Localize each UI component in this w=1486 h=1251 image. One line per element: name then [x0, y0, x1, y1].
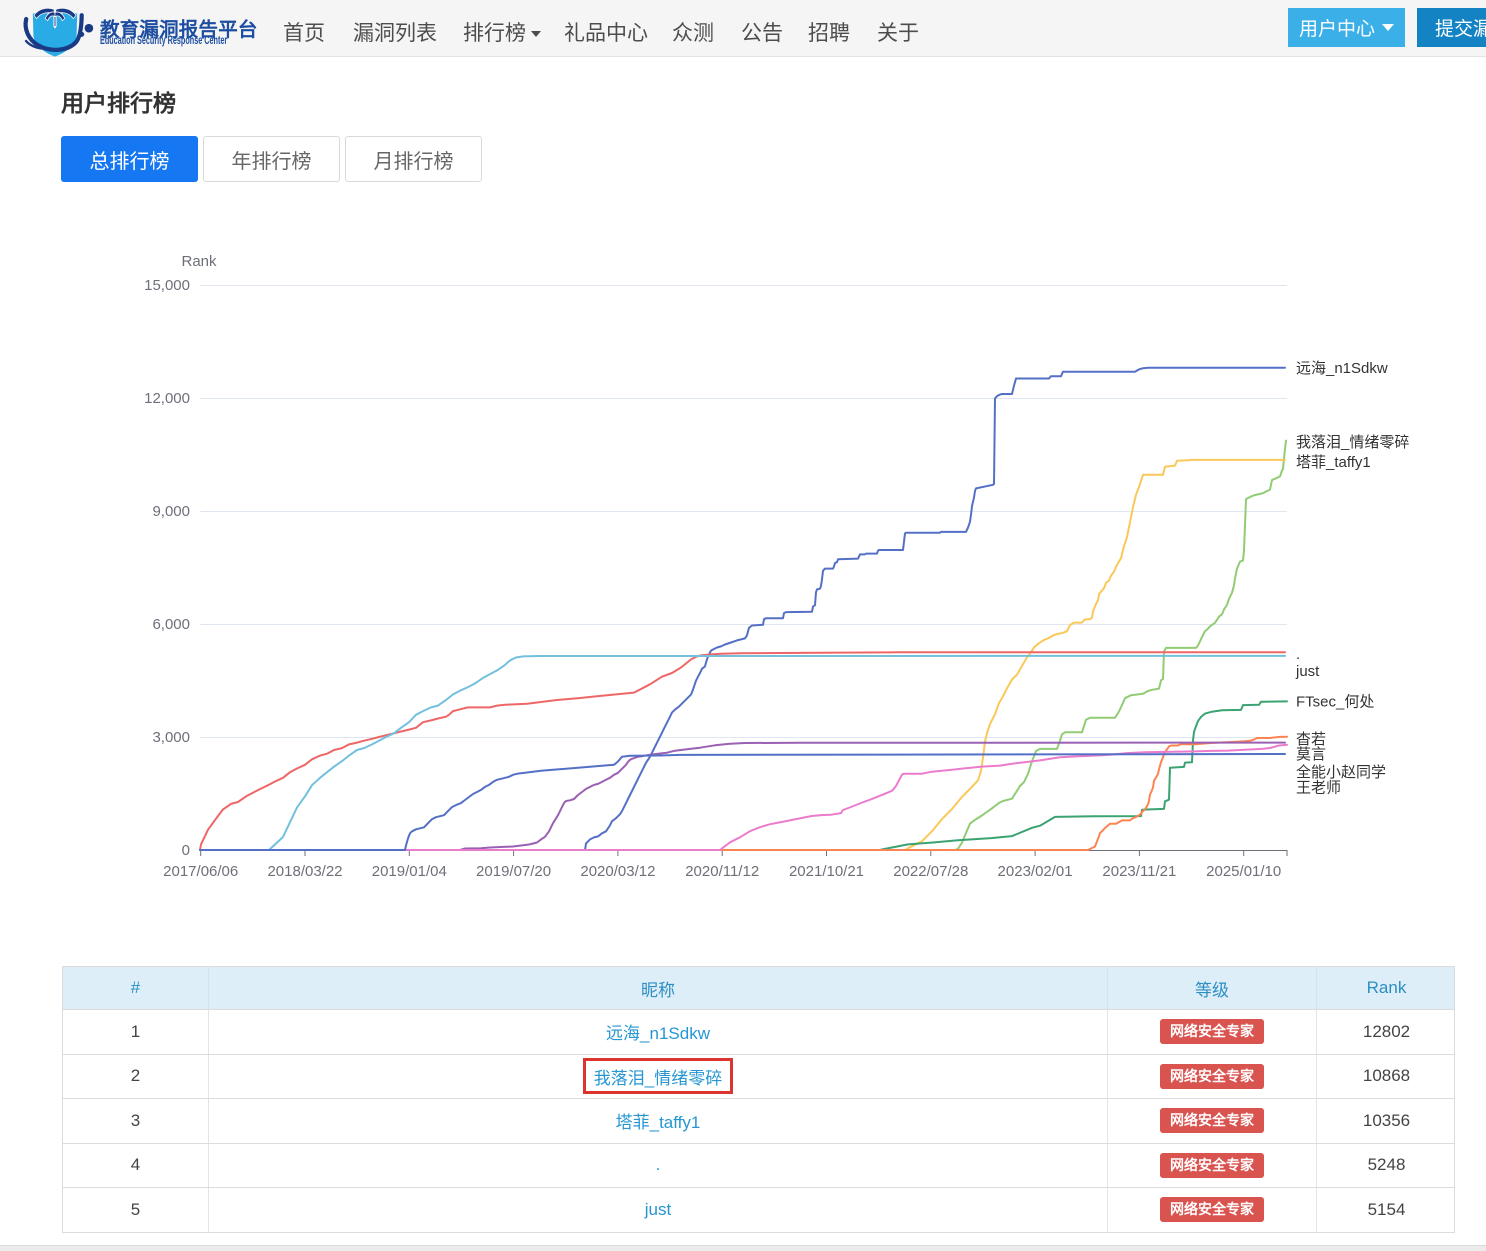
svg-text:2020/11/12: 2020/11/12	[685, 863, 759, 880]
svg-text:远海_n1Sdkw: 远海_n1Sdkw	[1296, 360, 1388, 377]
svg-text:2019/01/04: 2019/01/04	[372, 863, 447, 880]
svg-text:2020/03/12: 2020/03/12	[580, 863, 655, 880]
svg-text:6,000: 6,000	[152, 616, 190, 633]
svg-text:王老师: 王老师	[1296, 780, 1341, 797]
svg-text:15,000: 15,000	[144, 277, 190, 294]
svg-text:全能小赵同学: 全能小赵同学	[1296, 763, 1386, 781]
svg-text:莫言: 莫言	[1296, 746, 1326, 763]
svg-text:0: 0	[182, 842, 190, 859]
svg-text:Rank: Rank	[181, 253, 217, 270]
svg-text:2023/11/21: 2023/11/21	[1102, 863, 1176, 880]
svg-text:塔菲_taffy1: 塔菲_taffy1	[1296, 454, 1371, 471]
svg-text:2022/07/28: 2022/07/28	[893, 863, 968, 880]
svg-text:3,000: 3,000	[152, 729, 190, 746]
svg-text:9,000: 9,000	[152, 503, 190, 520]
svg-text:12,000: 12,000	[144, 390, 190, 407]
svg-text:2025/01/10: 2025/01/10	[1206, 863, 1281, 880]
svg-text:FTsec_何处: FTsec_何处	[1296, 694, 1374, 711]
svg-text:2021/10/21: 2021/10/21	[789, 863, 864, 880]
svg-text:just: just	[1295, 663, 1320, 680]
svg-text:2018/03/22: 2018/03/22	[267, 863, 342, 880]
svg-text:2023/02/01: 2023/02/01	[998, 863, 1073, 880]
svg-text:杳若: 杳若	[1296, 731, 1326, 748]
svg-text:2019/07/20: 2019/07/20	[476, 863, 551, 880]
svg-text:.: .	[1296, 646, 1300, 663]
svg-text:2017/06/06: 2017/06/06	[163, 863, 238, 880]
svg-text:我落泪_情绪零碎: 我落泪_情绪零碎	[1296, 434, 1409, 451]
